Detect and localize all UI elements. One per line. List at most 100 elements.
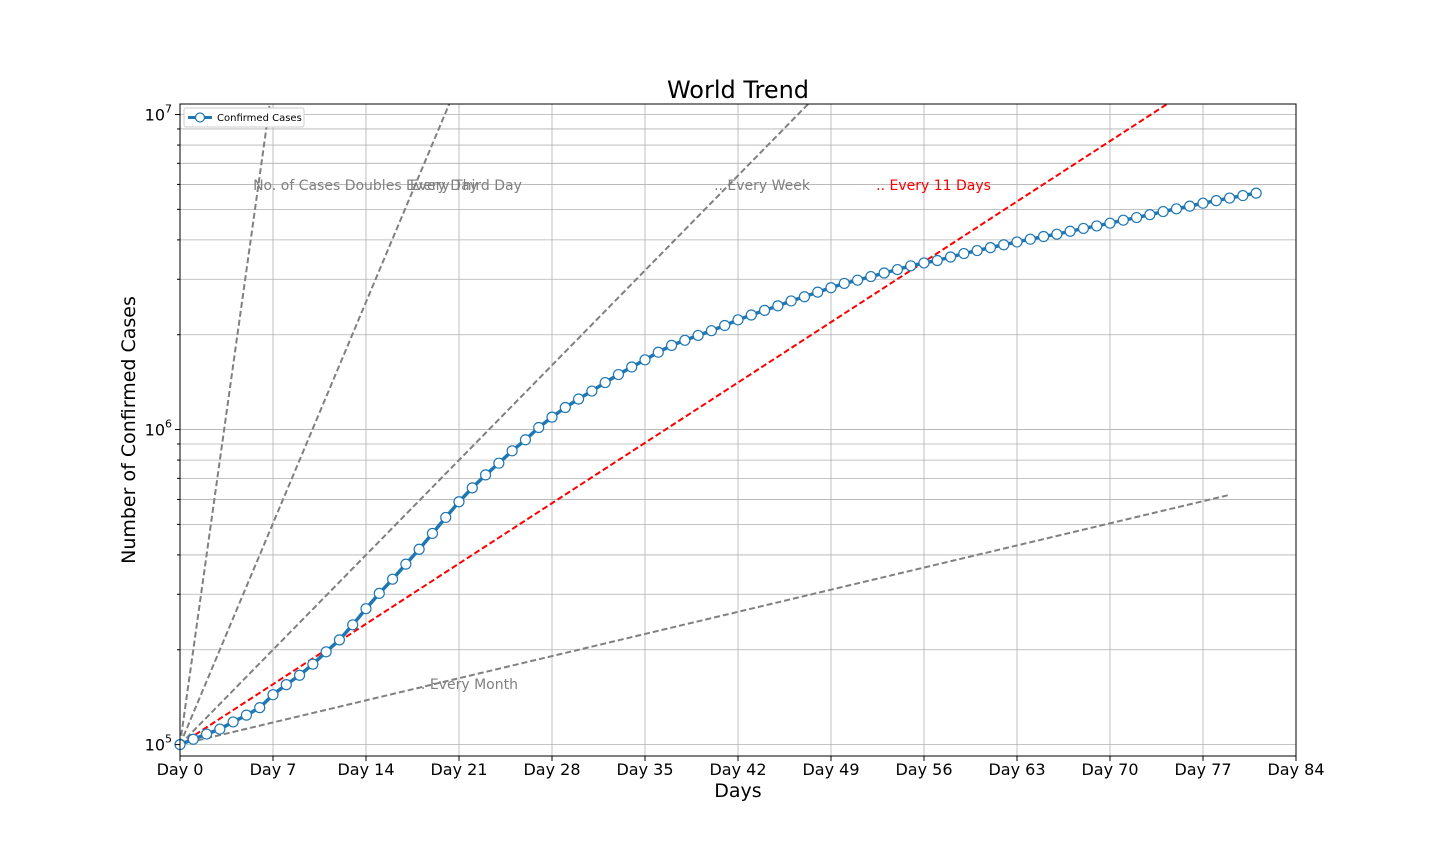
data-point (851, 274, 864, 286)
data-point (984, 242, 997, 254)
reference-line (179, 103, 1168, 746)
data-point (891, 263, 904, 276)
legend-box (183, 107, 305, 128)
data-point (665, 339, 678, 351)
x-tick-label: Day 28 (523, 760, 580, 779)
data-point (812, 286, 824, 298)
data-point (719, 319, 731, 332)
data-point (732, 314, 744, 326)
data-point (440, 511, 452, 524)
data-point (360, 603, 372, 615)
data-point (1011, 236, 1023, 248)
data-point (692, 329, 704, 342)
reference-line (179, 103, 809, 746)
data-point (214, 723, 226, 735)
data-point (1197, 197, 1209, 209)
legend-series-marker (194, 112, 206, 123)
data-point (506, 445, 518, 457)
data-point (240, 709, 253, 721)
data-point (200, 728, 213, 740)
data-point (347, 619, 359, 631)
axis-ticks: Day 0 Day 7 Day 14 Day 21 Day 28 Day 35 Day 42… (145, 103, 1325, 779)
data-point (1024, 233, 1036, 245)
reference-line-label: .. Every Week (714, 178, 811, 194)
data-point (865, 270, 877, 283)
data-point (785, 295, 797, 307)
data-point (519, 434, 532, 446)
reference-lines (179, 103, 1230, 746)
data-point (453, 496, 465, 508)
data-point (652, 346, 664, 358)
y-tick-label: 106 (145, 418, 172, 440)
data-point (612, 368, 625, 381)
data-point (466, 482, 478, 494)
data-point (971, 244, 983, 257)
data-point (1250, 187, 1262, 199)
data-point (1077, 222, 1090, 235)
x-tick-label: Day 35 (616, 760, 673, 779)
data-point (320, 646, 332, 658)
x-tick-label: Day 42 (709, 760, 766, 779)
data-point (572, 393, 585, 405)
data-point (772, 300, 784, 312)
data-point (493, 457, 505, 469)
data-point (1064, 225, 1076, 237)
data-point (187, 733, 199, 745)
x-tick-label: Day 49 (802, 760, 859, 779)
data-point (758, 304, 771, 316)
x-tick-label: Day 70 (1081, 760, 1138, 779)
reference-line (179, 103, 451, 745)
data-point (1210, 195, 1222, 207)
data-point (931, 254, 943, 267)
reference-line-label: .. Every Month (416, 677, 517, 693)
data-point (905, 260, 917, 272)
data-point (400, 558, 412, 570)
legend-series-label: Confirmed Cases (217, 113, 302, 124)
data-point (705, 325, 718, 337)
data-point (586, 385, 598, 397)
data-point (878, 267, 890, 279)
data-point (333, 634, 346, 646)
data-point (639, 354, 651, 366)
data-point (479, 469, 492, 481)
x-tick-label: Day 84 (1267, 760, 1324, 779)
x-tick-label: Day 77 (1174, 760, 1231, 779)
x-tick-label: Day 63 (988, 760, 1045, 779)
x-axis-label: Days (714, 780, 761, 802)
series-line (179, 191, 1257, 747)
data-point (798, 291, 811, 303)
y-tick-label: 105 (145, 733, 172, 755)
data-point (998, 239, 1010, 251)
data-point (533, 421, 545, 434)
data-point (227, 716, 239, 728)
data-point (373, 587, 385, 599)
data-point (546, 411, 558, 423)
data-point (267, 689, 279, 701)
data-point (1130, 211, 1143, 224)
data-point (838, 277, 850, 290)
y-tick-label: 107 (145, 103, 172, 125)
data-point (599, 376, 611, 389)
data-point (1144, 209, 1156, 221)
series-layer (174, 187, 1262, 751)
data-point (1237, 189, 1249, 202)
data-point (1223, 192, 1236, 204)
data-point (386, 573, 399, 585)
y-axis-label: Number of Confirmed Cases (118, 296, 140, 564)
data-point (559, 401, 571, 414)
data-point (293, 669, 306, 681)
data-point (1117, 214, 1129, 226)
data-point (958, 247, 970, 260)
data-point (413, 543, 425, 555)
data-point (626, 361, 638, 373)
x-tick-label: Day 14 (337, 760, 394, 779)
data-point (254, 702, 266, 714)
data-point (426, 527, 439, 540)
data-point (1091, 220, 1103, 232)
data-point (280, 679, 292, 691)
reference-line-label: No. of Cases Doubles Every Day (253, 178, 478, 194)
x-tick-label: Day 56 (895, 760, 952, 779)
data-point (307, 658, 319, 670)
